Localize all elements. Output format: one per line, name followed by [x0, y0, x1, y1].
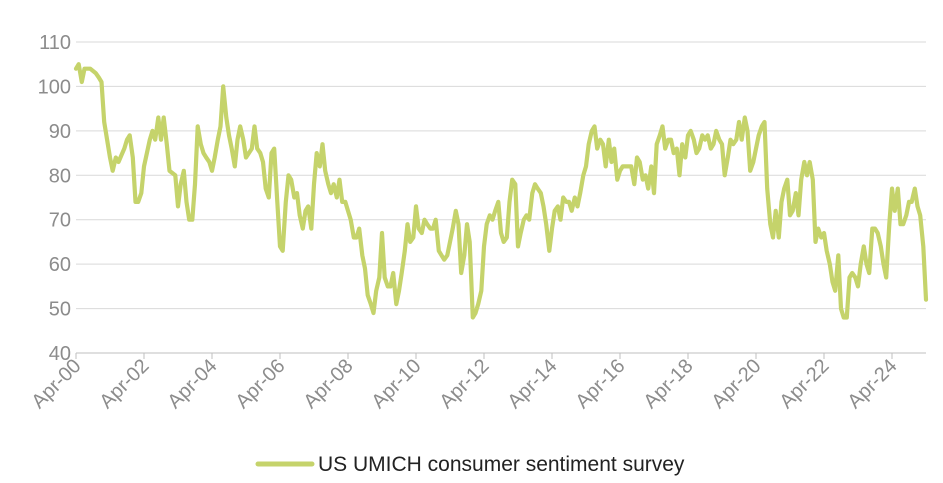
x-tick-label-Apr-24: Apr-24	[844, 355, 902, 413]
x-tick-label-Apr-20: Apr-20	[708, 355, 766, 413]
x-tick-label-Apr-06: Apr-06	[232, 355, 290, 413]
legend-label-umich: US UMICH consumer sentiment survey	[318, 453, 685, 476]
x-tick-label-Apr-14: Apr-14	[504, 355, 562, 413]
x-axis	[75, 352, 926, 359]
x-tick-label-Apr-16: Apr-16	[572, 355, 630, 413]
y-tick-label-90: 90	[49, 121, 71, 143]
y-tick-label-70: 70	[49, 210, 71, 232]
y-tick-label-50: 50	[49, 299, 71, 321]
x-tick-label-Apr-04: Apr-04	[164, 355, 222, 413]
x-axis-tick-labels: Apr-00 Apr-02 Apr-04 Apr-06 Apr-08 Apr-10 Apr-…	[28, 355, 902, 413]
y-tick-label-80: 80	[49, 165, 71, 187]
x-tick-label-Apr-18: Apr-18	[640, 355, 698, 413]
series-line-0	[73, 62, 929, 320]
y-tick-label-110: 110	[39, 32, 71, 54]
y-axis-tick-labels: 40 50 60 70 80 90 100 110	[38, 32, 71, 365]
x-tick-label-Apr-08: Apr-08	[300, 355, 358, 413]
x-tick-label-Apr-12: Apr-12	[436, 355, 494, 413]
grid-lines	[76, 41, 926, 310]
x-tick-label-Apr-02: Apr-02	[96, 355, 154, 413]
x-tick-label-Apr-22: Apr-22	[776, 355, 834, 413]
legend: US UMICH consumer sentiment survey	[255, 453, 685, 476]
y-tick-label-60: 60	[49, 254, 71, 276]
series-layer	[73, 62, 929, 320]
y-tick-label-40: 40	[49, 343, 71, 365]
y-tick-label-100: 100	[38, 76, 71, 98]
x-tick-label-Apr-10: Apr-10	[368, 355, 426, 413]
